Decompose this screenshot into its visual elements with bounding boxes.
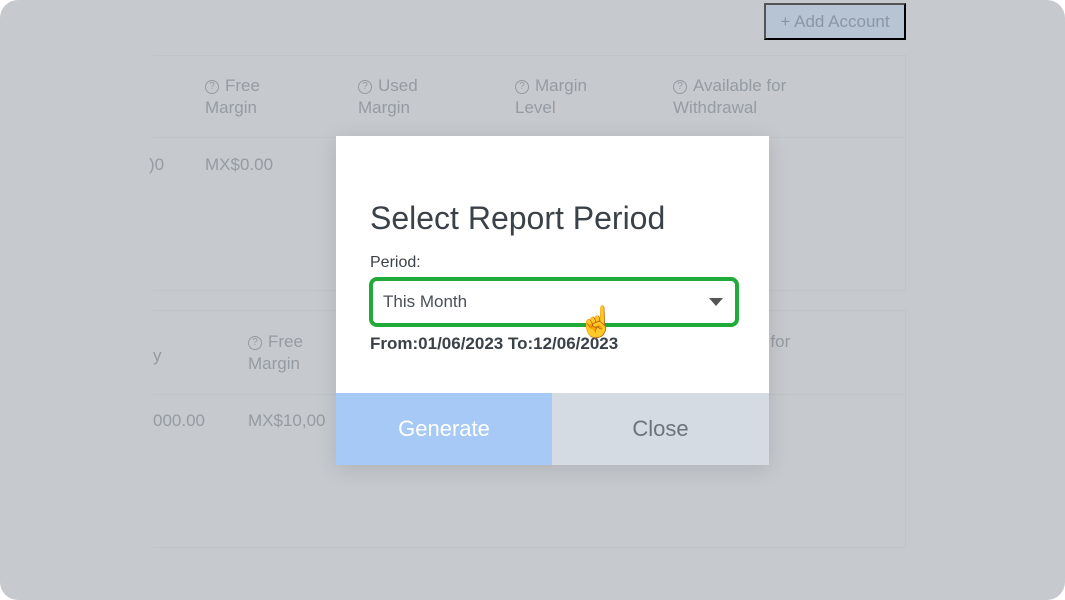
free-margin-header: ? Free Margin	[205, 76, 260, 117]
cut-value: 000.00	[153, 411, 205, 430]
help-icon[interactable]: ?	[205, 80, 219, 94]
add-account-button[interactable]: + Add Account	[764, 3, 906, 40]
account-panel: ? Free Margin ? Used Margin ? Margin Level …	[149, 55, 906, 291]
dialog-title: Select Report Period	[370, 200, 666, 236]
help-icon[interactable]: ?	[358, 80, 372, 94]
help-icon[interactable]: ?	[673, 80, 687, 94]
close-button[interactable]: Close	[552, 393, 769, 465]
used-margin-header: ? Used Margin	[358, 76, 418, 117]
generate-button[interactable]: Generate	[336, 393, 552, 465]
period-value: This Month	[383, 292, 468, 311]
cut-header: y	[153, 346, 162, 365]
margin-level-header: ? Margin Level	[515, 76, 587, 117]
date-range: From:01/06/2023 To:12/06/2023	[370, 334, 619, 353]
report-period-dialog: Select Report Period Period: This Month …	[336, 136, 769, 465]
withdrawal-header: ? Available for Withdrawal	[673, 76, 787, 117]
period-select[interactable]: This Month	[369, 277, 739, 327]
hand-cursor-icon: ☝	[578, 306, 616, 339]
cut-value: )0	[149, 155, 165, 174]
period-label: Period:	[370, 254, 421, 271]
free-margin-value: MX$10,00	[248, 411, 326, 430]
free-margin-value: MX$0.00	[205, 155, 274, 174]
free-margin-header: ? Free Margin	[248, 332, 303, 373]
dropdown-arrow-icon	[709, 298, 723, 306]
help-icon[interactable]: ?	[515, 80, 529, 94]
help-icon[interactable]: ?	[248, 336, 262, 350]
